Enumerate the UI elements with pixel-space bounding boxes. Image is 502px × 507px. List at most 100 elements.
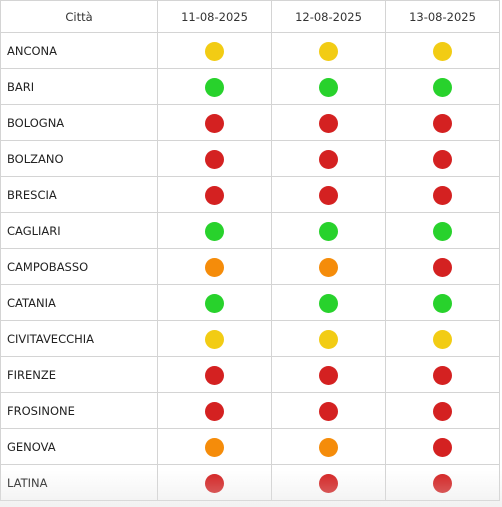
green-level-dot-icon	[205, 221, 224, 241]
level-cell-day-2	[271, 284, 386, 321]
city-name-cell: CAGLIARI	[0, 212, 158, 249]
level-cell-day-3	[385, 356, 500, 393]
city-name-cell: FROSINONE	[0, 392, 158, 429]
table-row: CIVITAVECCHIA	[0, 320, 500, 357]
level-cell-day-3	[385, 212, 500, 249]
city-name-cell: BRESCIA	[0, 176, 158, 213]
red-level-dot-icon	[205, 149, 224, 169]
red-level-dot-icon	[205, 113, 224, 133]
level-cell-day-2	[271, 356, 386, 393]
level-cell-day-1	[157, 32, 272, 69]
table-row: CAMPOBASSO	[0, 248, 500, 285]
city-name-cell: CAMPOBASSO	[0, 248, 158, 285]
yellow-level-dot-icon	[433, 329, 452, 349]
level-cell-day-2	[271, 464, 386, 501]
city-name-cell: CIVITAVECCHIA	[0, 320, 158, 357]
green-level-dot-icon	[319, 221, 338, 241]
level-cell-day-3	[385, 320, 500, 357]
red-level-dot-icon	[205, 401, 224, 421]
level-cell-day-1	[157, 284, 272, 321]
table-row: BOLZANO	[0, 140, 500, 177]
table-row: FROSINONE	[0, 392, 500, 429]
level-cell-day-1	[157, 464, 272, 501]
red-level-dot-icon	[319, 113, 338, 133]
level-cell-day-1	[157, 428, 272, 465]
red-level-dot-icon	[319, 185, 338, 205]
level-cell-day-3	[385, 284, 500, 321]
red-level-dot-icon	[433, 185, 452, 205]
level-cell-day-1	[157, 320, 272, 357]
header-day-2: 12-08-2025	[271, 0, 386, 33]
city-name-cell: LATINA	[0, 464, 158, 501]
level-cell-day-3	[385, 68, 500, 105]
red-level-dot-icon	[205, 473, 224, 493]
header-city: Città	[0, 0, 158, 33]
header-row: Città 11-08-2025 12-08-2025 13-08-2025	[0, 0, 500, 33]
green-level-dot-icon	[433, 77, 452, 97]
red-level-dot-icon	[319, 149, 338, 169]
level-cell-day-3	[385, 104, 500, 141]
red-level-dot-icon	[319, 365, 338, 385]
orange-level-dot-icon	[205, 257, 224, 277]
level-cell-day-2	[271, 320, 386, 357]
green-level-dot-icon	[319, 293, 338, 313]
city-name-cell: GENOVA	[0, 428, 158, 465]
orange-level-dot-icon	[205, 437, 224, 457]
table-body: ANCONA BARI BOLOGNA BOLZANO BRESCIA CAGLIARI C…	[0, 32, 500, 501]
table-row: BOLOGNA	[0, 104, 500, 141]
red-level-dot-icon	[319, 473, 338, 493]
level-cell-day-2	[271, 140, 386, 177]
level-cell-day-3	[385, 140, 500, 177]
level-cell-day-3	[385, 248, 500, 285]
green-level-dot-icon	[205, 293, 224, 313]
yellow-level-dot-icon	[433, 41, 452, 61]
table-row: BARI	[0, 68, 500, 105]
red-level-dot-icon	[433, 401, 452, 421]
header-day-3: 13-08-2025	[385, 0, 500, 33]
table-row: ANCONA	[0, 32, 500, 69]
red-level-dot-icon	[433, 149, 452, 169]
city-name-cell: ANCONA	[0, 32, 158, 69]
yellow-level-dot-icon	[319, 329, 338, 349]
city-name-cell: CATANIA	[0, 284, 158, 321]
level-cell-day-1	[157, 392, 272, 429]
red-level-dot-icon	[433, 113, 452, 133]
green-level-dot-icon	[433, 221, 452, 241]
level-cell-day-1	[157, 212, 272, 249]
table-row: FIRENZE	[0, 356, 500, 393]
red-level-dot-icon	[205, 185, 224, 205]
table-row: CAGLIARI	[0, 212, 500, 249]
level-cell-day-1	[157, 104, 272, 141]
city-name-cell: BOLOGNA	[0, 104, 158, 141]
red-level-dot-icon	[205, 365, 224, 385]
level-cell-day-1	[157, 248, 272, 285]
yellow-level-dot-icon	[205, 41, 224, 61]
level-cell-day-3	[385, 392, 500, 429]
table-row: GENOVA	[0, 428, 500, 465]
level-cell-day-2	[271, 212, 386, 249]
level-cell-day-3	[385, 32, 500, 69]
level-cell-day-2	[271, 104, 386, 141]
yellow-level-dot-icon	[319, 41, 338, 61]
level-cell-day-2	[271, 32, 386, 69]
red-level-dot-icon	[319, 401, 338, 421]
yellow-level-dot-icon	[205, 329, 224, 349]
header-day-1: 11-08-2025	[157, 0, 272, 33]
level-cell-day-1	[157, 176, 272, 213]
city-name-cell: BARI	[0, 68, 158, 105]
level-cell-day-3	[385, 464, 500, 501]
level-cell-day-3	[385, 176, 500, 213]
level-cell-day-2	[271, 392, 386, 429]
red-level-dot-icon	[433, 365, 452, 385]
table-row: BRESCIA	[0, 176, 500, 213]
level-cell-day-3	[385, 428, 500, 465]
orange-level-dot-icon	[319, 257, 338, 277]
red-level-dot-icon	[433, 473, 452, 493]
red-level-dot-icon	[433, 257, 452, 277]
green-level-dot-icon	[319, 77, 338, 97]
orange-level-dot-icon	[319, 437, 338, 457]
level-cell-day-1	[157, 140, 272, 177]
level-cell-day-1	[157, 68, 272, 105]
